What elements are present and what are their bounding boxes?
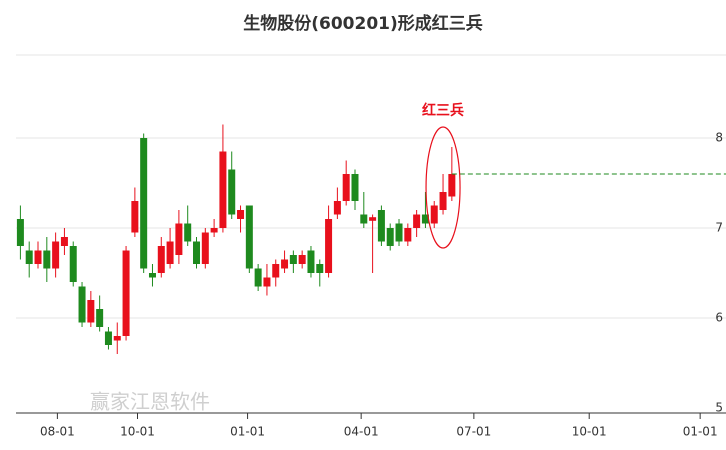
y-tick-label: 8 xyxy=(715,131,723,145)
candle-body xyxy=(43,250,51,269)
candle-body xyxy=(404,228,412,242)
x-tick-label: 08-01 xyxy=(40,425,75,439)
candle-body xyxy=(166,241,174,264)
candle-body xyxy=(439,192,447,210)
candle-body xyxy=(60,237,68,246)
watermark: 赢家江恩软件 xyxy=(90,390,210,414)
candle-body xyxy=(175,223,183,255)
candle-body xyxy=(131,201,139,233)
candle-body xyxy=(307,250,315,273)
candle-body xyxy=(263,277,271,287)
candle-body xyxy=(342,174,350,201)
candle-body xyxy=(395,223,403,242)
candle-body xyxy=(122,250,130,336)
candle-body xyxy=(193,241,201,264)
x-tick-label: 07-01 xyxy=(456,425,491,439)
x-tick-label: 01-01 xyxy=(683,425,718,439)
x-tick-label: 10-01 xyxy=(120,425,155,439)
annotation-ellipse xyxy=(425,126,461,249)
candle-body xyxy=(140,138,148,269)
candle-body xyxy=(360,214,368,224)
candle-body xyxy=(333,201,341,215)
candle-body xyxy=(237,210,245,219)
candle-body xyxy=(254,268,262,287)
candle-body xyxy=(201,232,209,264)
candle-body xyxy=(351,174,359,201)
candle-body xyxy=(148,273,156,278)
candle-body xyxy=(413,214,421,228)
candle-body xyxy=(16,219,24,246)
chart-title: 生物股份(600201)形成红三兵 xyxy=(243,13,483,34)
candle-body xyxy=(25,250,33,264)
candle-body xyxy=(104,331,112,345)
candle-body xyxy=(272,264,280,278)
candle-body xyxy=(69,246,77,282)
candle-body xyxy=(316,264,324,273)
candle-body xyxy=(34,250,42,264)
candle-body xyxy=(210,228,218,233)
candle-body xyxy=(298,255,306,264)
candle-body xyxy=(96,309,104,327)
y-tick-label: 7 xyxy=(715,221,723,235)
candle-body xyxy=(87,300,95,323)
candle-body xyxy=(113,336,121,341)
candle-body xyxy=(245,205,253,269)
x-tick-label: 10-01 xyxy=(572,425,607,439)
candle-body xyxy=(184,223,192,242)
candle-body xyxy=(157,246,165,273)
candle-body xyxy=(421,214,429,224)
candle-body xyxy=(289,255,297,264)
annotation-label: 红三兵 xyxy=(422,102,464,119)
candle-body xyxy=(386,228,394,246)
candle-body xyxy=(369,217,377,221)
candle-body xyxy=(377,210,385,242)
y-tick-label: 6 xyxy=(715,311,723,325)
candle-body xyxy=(448,174,456,197)
y-tick-label: 5 xyxy=(715,401,723,415)
candle-body xyxy=(78,286,86,323)
candle-body xyxy=(281,259,289,269)
x-tick-label: 04-01 xyxy=(344,425,379,439)
candle-body xyxy=(219,151,227,228)
candle-body xyxy=(430,205,438,224)
candle-body xyxy=(228,169,236,215)
x-tick-label: 01-01 xyxy=(230,425,265,439)
candle-body xyxy=(325,219,333,273)
candle-body xyxy=(52,241,60,269)
